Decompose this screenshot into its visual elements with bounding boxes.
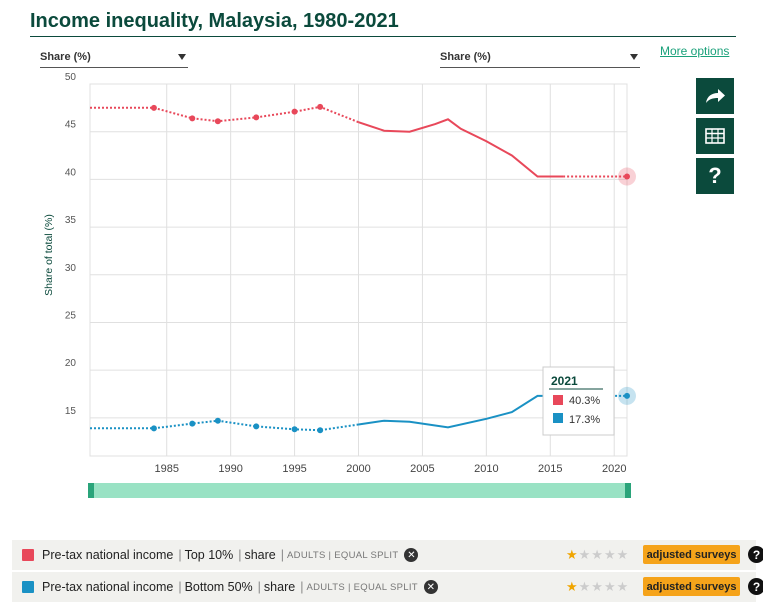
y-tick-label: 50: [65, 72, 77, 83]
legend-row-top10: Pre-tax national income | Top 10% | share …: [12, 540, 763, 570]
range-slider-handle-right[interactable]: [625, 483, 631, 498]
data-point[interactable]: [624, 392, 630, 399]
more-options-link[interactable]: More options: [660, 44, 730, 58]
data-point[interactable]: [150, 425, 157, 432]
y-tick-label: 45: [65, 120, 77, 131]
indicator-label: Pre-tax national income: [42, 548, 174, 562]
y-tick-label: 30: [65, 263, 77, 274]
title-divider: [30, 36, 736, 37]
y-tick-label: 20: [65, 358, 77, 369]
tooltip-value-bottom50: 17.3%: [569, 414, 600, 426]
details-label: ADULTS | EQUAL SPLIT: [287, 549, 399, 561]
y-tick-label: 40: [65, 167, 77, 178]
chevron-down-icon: [630, 54, 638, 60]
x-tick-label: 2020: [602, 463, 626, 475]
range-slider-handle-left[interactable]: [88, 483, 94, 498]
remove-series-icon[interactable]: ✕: [423, 580, 438, 594]
help-icon: ?: [708, 163, 722, 188]
data-point[interactable]: [150, 104, 157, 111]
measure-label: share: [244, 548, 276, 562]
series-swatch: [22, 581, 34, 593]
measure-label: share: [263, 580, 296, 594]
data-point[interactable]: [291, 108, 298, 115]
y-tick-label: 25: [65, 310, 77, 321]
x-tick-label: 2015: [538, 463, 562, 475]
tooltip-year: 2021: [551, 374, 578, 388]
chevron-down-icon: [178, 54, 186, 60]
x-tick-label: 1995: [282, 463, 306, 475]
y-tick-label: 35: [65, 215, 77, 226]
table-view-button[interactable]: [696, 118, 734, 154]
data-point[interactable]: [253, 423, 260, 430]
tooltip-swatch: [553, 413, 563, 423]
table-icon: [705, 128, 725, 144]
x-tick-label: 1985: [154, 463, 178, 475]
series-line: [358, 118, 564, 178]
series-line: [358, 394, 564, 429]
x-tick-label: 2010: [474, 463, 498, 475]
data-point[interactable]: [214, 417, 221, 424]
left-axis-dropdown[interactable]: Share (%): [40, 46, 188, 68]
x-tick-label: 2005: [410, 463, 434, 475]
quality-stars: ★★★★★: [566, 547, 630, 562]
data-point[interactable]: [291, 426, 298, 433]
chart-title: Income inequality, Malaysia, 1980-2021: [30, 10, 399, 32]
series-line-estimated: [90, 105, 359, 124]
share-button[interactable]: [696, 78, 734, 114]
y-tick-label: 15: [65, 406, 77, 417]
line-chart: 15 20 25 30 35 40 45 50 1985 1990 1995 2000 2005 2010…: [43, 72, 636, 498]
data-point[interactable]: [214, 118, 221, 125]
x-tick-label: 2000: [346, 463, 370, 475]
help-icon[interactable]: ?: [748, 578, 763, 595]
data-point[interactable]: [317, 427, 324, 434]
tooltip-value-top10: 40.3%: [569, 395, 600, 407]
data-point[interactable]: [253, 114, 260, 121]
data-point[interactable]: [317, 103, 324, 110]
legend-row-bottom50: Pre-tax national income | Bottom 50% | sha…: [12, 572, 763, 602]
data-quality-badge[interactable]: adjusted surveys: [643, 577, 740, 596]
data-quality-badge[interactable]: adjusted surveys: [643, 545, 740, 564]
group-label: Top 10%: [184, 548, 234, 562]
series-swatch: [22, 549, 34, 561]
help-icon[interactable]: ?: [748, 546, 763, 563]
tooltip-swatch: [553, 395, 563, 405]
y-axis-title: Share of total (%): [43, 214, 55, 296]
remove-series-icon[interactable]: ✕: [404, 548, 419, 562]
share-arrow-icon: [706, 89, 725, 103]
data-point[interactable]: [189, 115, 196, 122]
left-axis-dropdown-label: Share (%): [40, 51, 91, 63]
details-label: ADULTS | EQUAL SPLIT: [306, 581, 418, 593]
range-slider-track[interactable]: [88, 483, 631, 498]
x-tick-label: 1990: [218, 463, 242, 475]
quality-stars: ★★★★★: [566, 579, 630, 594]
right-axis-dropdown[interactable]: Share (%): [440, 46, 640, 68]
data-point[interactable]: [189, 420, 196, 427]
indicator-label: Pre-tax national income: [42, 580, 174, 594]
help-button[interactable]: ?: [696, 158, 734, 194]
group-label: Bottom 50%: [184, 580, 253, 594]
data-point[interactable]: [624, 173, 630, 180]
right-axis-dropdown-label: Share (%): [440, 51, 491, 63]
